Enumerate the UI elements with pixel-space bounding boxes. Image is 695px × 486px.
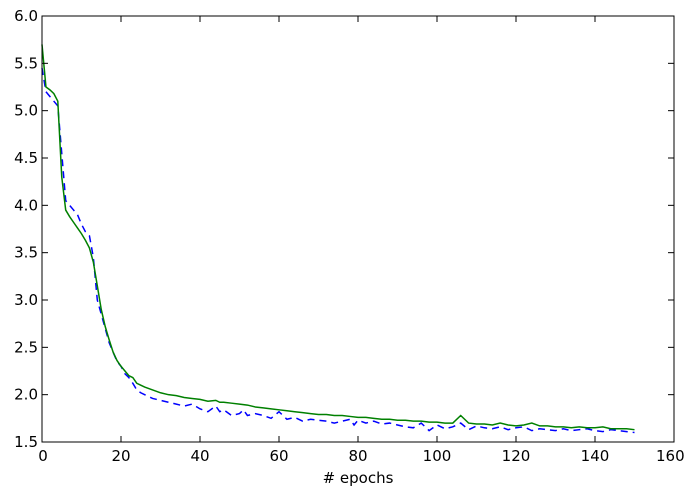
x-tick-label: 40 — [190, 447, 209, 465]
y-tick-label: 5.5 — [14, 54, 38, 72]
y-tick-label: 2.5 — [14, 338, 38, 356]
ticks-layer: 0 20 40 60 80 100 120 140 160 1.5 2.0 2.5 3.0 3.5 4.0 4… — [14, 7, 685, 465]
x-tick-label: 120 — [502, 447, 531, 465]
y-tick-label: 3.0 — [14, 291, 38, 309]
series-layer — [41, 44, 635, 434]
x-tick-label: 0 — [38, 447, 48, 465]
plot-frame — [41, 15, 675, 443]
y-tick-label: 4.0 — [14, 196, 38, 214]
x-tick-label: 100 — [423, 447, 452, 465]
x-tick-label: 80 — [348, 447, 367, 465]
x-tick-label: 60 — [269, 447, 288, 465]
plot-background — [42, 16, 674, 442]
x-tick-label: 160 — [656, 447, 685, 465]
y-tick-label: 3.5 — [14, 244, 38, 262]
y-tick-label: 6.0 — [14, 7, 38, 25]
x-axis-label: # epochs — [323, 469, 394, 486]
y-tick-label: 4.5 — [14, 149, 38, 167]
y-tick-label: 1.5 — [14, 433, 38, 451]
x-tick-label: 20 — [111, 447, 130, 465]
x-tick-label: 140 — [581, 447, 610, 465]
y-tick-label: 5.0 — [14, 102, 38, 120]
series-line-2 — [41, 44, 635, 431]
y-tick-label: 2.0 — [14, 386, 38, 404]
